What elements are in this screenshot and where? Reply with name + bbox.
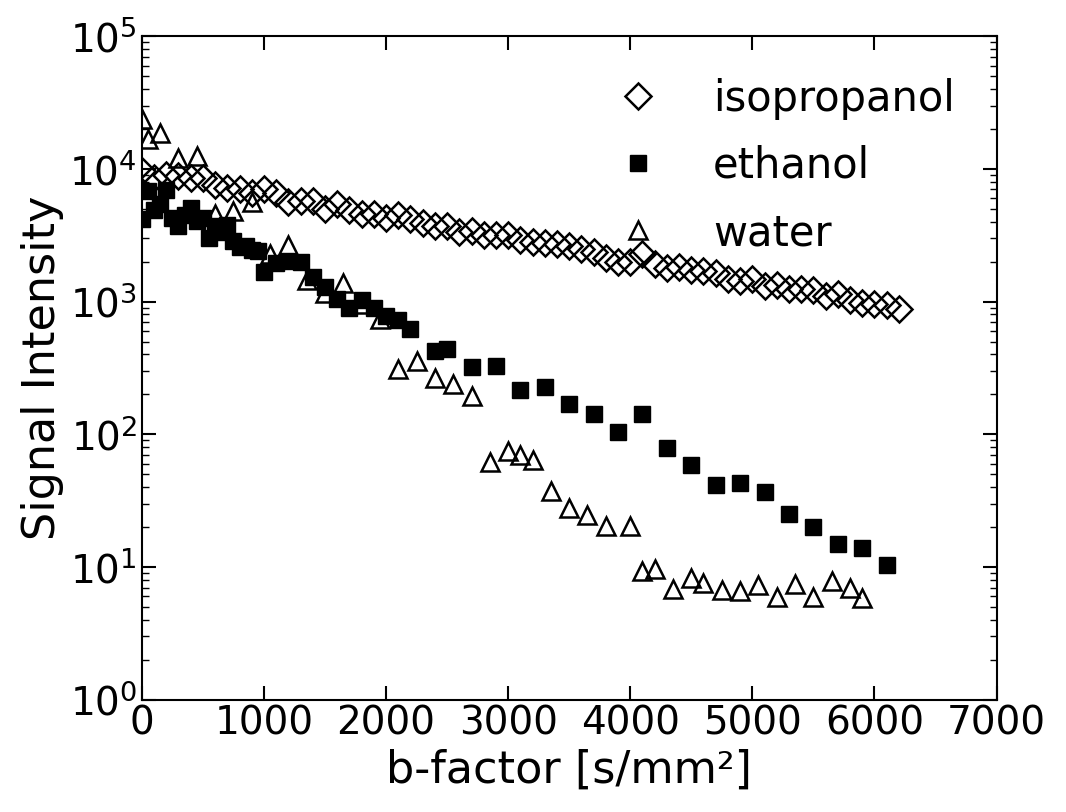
water (447, 379, 459, 389)
isopropanol (367, 209, 379, 219)
Line: water: water (132, 110, 871, 607)
water (263, 249, 276, 259)
isopropanol (514, 235, 527, 245)
water (373, 314, 386, 324)
water (684, 573, 697, 583)
ethanol (160, 185, 173, 195)
X-axis label: b-factor [s/mm²]: b-factor [s/mm²] (386, 748, 752, 791)
water (142, 135, 155, 145)
ethanol (879, 560, 892, 570)
water (843, 583, 856, 593)
ethanol (404, 324, 417, 334)
isopropanol (489, 230, 502, 240)
water (429, 374, 441, 383)
water (666, 584, 679, 594)
water (172, 153, 184, 163)
water (391, 364, 404, 374)
water (209, 209, 222, 219)
water (770, 592, 782, 602)
ethanol (391, 316, 404, 326)
ethanol (440, 344, 453, 354)
water (526, 456, 538, 465)
water (319, 288, 332, 298)
water (624, 520, 636, 530)
water (355, 300, 368, 309)
water (409, 356, 422, 366)
water (483, 457, 496, 467)
water (599, 520, 612, 530)
water (715, 585, 728, 595)
isopropanol (135, 166, 148, 176)
Line: isopropanol: isopropanol (132, 162, 907, 318)
water (281, 240, 294, 250)
water (648, 564, 661, 573)
water (337, 279, 350, 288)
water (806, 592, 819, 602)
isopropanol (891, 304, 904, 314)
water (635, 566, 648, 576)
water (465, 391, 478, 401)
water (788, 580, 801, 590)
water (154, 128, 166, 138)
water (227, 206, 240, 216)
water (696, 579, 709, 589)
water (733, 586, 746, 596)
water (544, 486, 556, 496)
water (245, 197, 258, 207)
ethanol (758, 487, 771, 497)
water (855, 594, 868, 603)
ethanol (135, 214, 148, 224)
water (562, 503, 575, 513)
Line: ethanol: ethanol (133, 182, 894, 574)
water (501, 446, 514, 456)
Y-axis label: Signal Intensity: Signal Intensity (21, 196, 64, 540)
water (752, 581, 764, 590)
isopropanol (342, 205, 355, 215)
Legend: isopropanol, ethanol, water: isopropanol, ethanol, water (592, 57, 974, 274)
water (135, 114, 148, 124)
ethanol (227, 236, 240, 246)
water (300, 275, 312, 285)
water (190, 152, 203, 162)
water (514, 450, 527, 460)
water (825, 576, 838, 585)
isopropanol (879, 300, 892, 310)
ethanol (611, 427, 624, 437)
water (581, 511, 594, 520)
isopropanol (660, 263, 673, 273)
